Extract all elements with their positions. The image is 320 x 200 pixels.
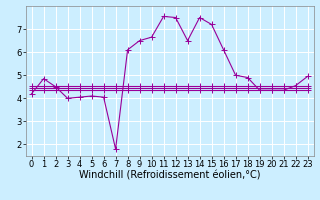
X-axis label: Windchill (Refroidissement éolien,°C): Windchill (Refroidissement éolien,°C) <box>79 171 260 181</box>
